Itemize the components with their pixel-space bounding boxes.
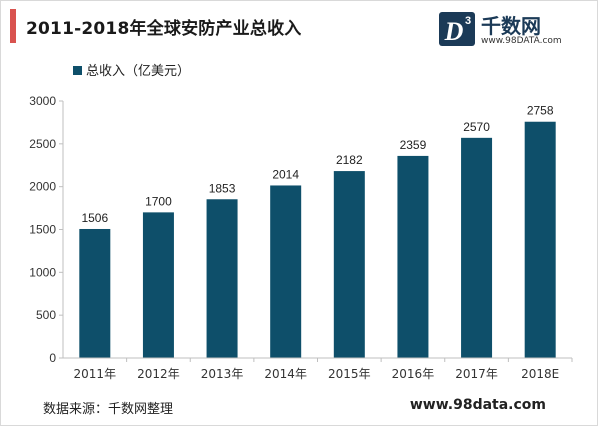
bar-value-label: 2359 [400,138,427,152]
bar-value-label: 2570 [463,120,490,134]
bar [270,185,302,358]
data-source-note: 数据来源：千数网整理 [43,402,174,417]
bar [333,171,365,358]
x-tick-label: 2013年 [201,367,244,381]
bar-value-label: 1506 [81,211,108,225]
x-tick-label: 2017年 [455,367,498,381]
bar-value-label: 2758 [527,104,554,118]
logo-mark-superscript: 3 [465,15,471,27]
chart-title: 2011-2018年全球安防产业总收入 [26,19,302,39]
y-tick-label: 3000 [29,94,56,108]
bar-value-label: 2014 [272,167,299,181]
bar [461,137,493,358]
x-tick-label: 2014年 [264,367,307,381]
bar-value-label: 2182 [336,153,363,167]
y-tick-label: 1500 [29,223,56,237]
bar [397,155,429,358]
y-tick-label: 500 [36,308,56,322]
y-tick-label: 0 [49,351,56,365]
x-tick-label: 2011年 [74,367,117,381]
bar-value-label: 1700 [145,194,172,208]
x-tick-label: 2012年 [137,367,180,381]
legend-label: 总收入（亿美元） [86,64,190,79]
brand-name: 千数网 [481,14,541,38]
y-tick-label: 2000 [29,180,56,194]
bar [142,212,174,358]
bar-value-label: 1853 [209,181,236,195]
title-accent-bar [10,9,16,43]
x-tick-label: 2015年 [328,367,371,381]
website-link[interactable]: www.98data.com [409,397,546,413]
x-tick-label: 2016年 [392,367,435,381]
logo-mark-letter: D [444,17,464,46]
y-tick-label: 2500 [29,137,56,151]
bar [524,121,556,359]
bar [206,199,238,358]
d3-logo-icon: D 3 [439,12,475,46]
bar [79,228,111,358]
brand-url: www.98DATA.com [481,36,562,46]
legend-swatch [73,66,82,75]
brand-logo: D 3 千数网 www.98DATA.com [439,8,579,52]
y-tick-label: 1000 [29,265,56,279]
x-tick-label: 2018E [521,367,559,381]
